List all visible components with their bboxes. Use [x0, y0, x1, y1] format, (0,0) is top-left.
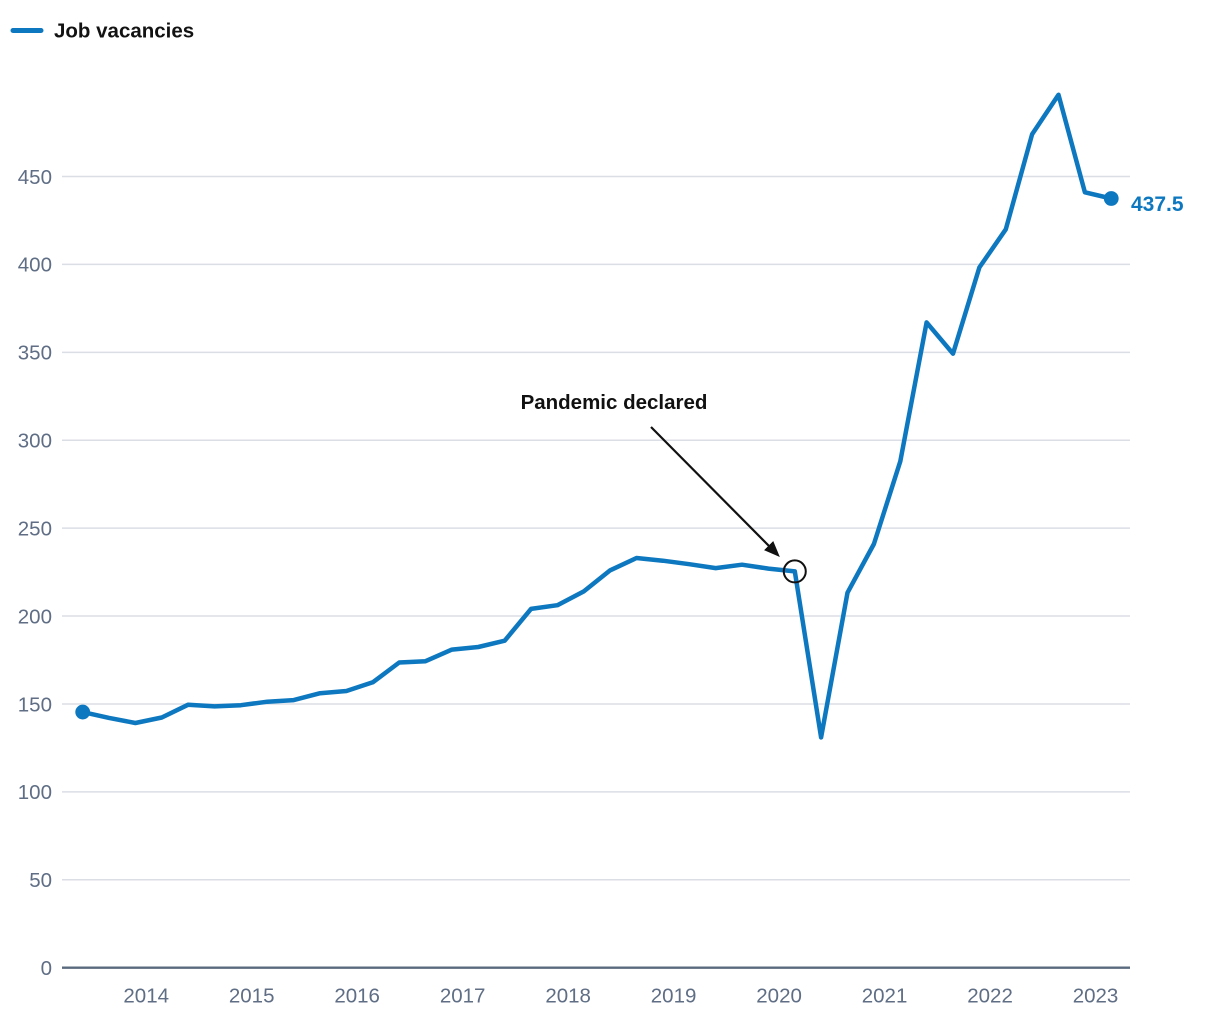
y-tick-label: 250	[18, 517, 52, 540]
annotation-arrow	[650, 426, 780, 557]
y-tick-label: 350	[18, 342, 52, 365]
y-tick-label: 200	[18, 605, 52, 628]
first-point-dot	[75, 704, 91, 720]
x-tick-label: 2022	[967, 985, 1013, 1008]
y-tick-label: 150	[18, 693, 52, 716]
x-tick-label: 2017	[440, 985, 486, 1008]
x-tick-label: 2023	[1073, 985, 1119, 1008]
y-tick-label: 450	[18, 166, 52, 189]
last-point-dot	[1103, 191, 1119, 206]
y-tick-label: 0	[41, 957, 52, 980]
end-value-label: 437.5	[1131, 193, 1184, 216]
x-tick-label: 2020	[756, 985, 802, 1008]
y-tick-label: 100	[18, 781, 52, 804]
y-gridlines	[62, 175, 1130, 969]
pandemic-annotation-label: Pandemic declared	[521, 391, 708, 414]
x-tick-label: 2019	[651, 985, 697, 1008]
x-tick-label: 2014	[123, 985, 169, 1008]
annotation-circle	[782, 559, 807, 584]
x-tick-label: 2021	[862, 985, 908, 1008]
legend: Job vacancies	[10, 20, 194, 43]
x-tick-label: 2016	[334, 985, 380, 1008]
legend-label: Job vacancies	[54, 20, 194, 43]
y-tick-label: 400	[18, 254, 52, 277]
x-tick-label: 2015	[229, 985, 275, 1008]
pandemic-annotation: Pandemic declared	[521, 391, 807, 584]
y-tick-label: 50	[29, 869, 52, 892]
x-axis-labels: 2014 2015 2016 2017 2018 2019 2020 2021 2022 2023	[123, 985, 1118, 1008]
line-series	[80, 92, 1114, 740]
job-vacancies-line	[75, 92, 1119, 740]
y-tick-label: 300	[18, 430, 52, 453]
x-tick-label: 2018	[545, 985, 591, 1008]
y-axis-labels: 0 50 100 150 200 250 300 350 400 450	[18, 166, 52, 980]
